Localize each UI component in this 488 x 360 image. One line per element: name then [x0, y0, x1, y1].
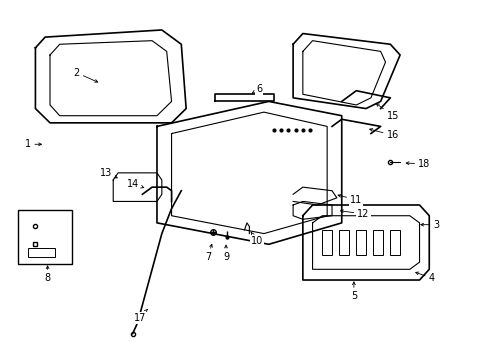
Text: 8: 8: [44, 266, 51, 283]
Text: 7: 7: [204, 244, 212, 262]
Text: 11: 11: [337, 194, 362, 204]
Text: 4: 4: [415, 272, 434, 283]
Text: 14: 14: [126, 179, 143, 189]
Text: 1: 1: [25, 139, 41, 149]
Bar: [339, 230, 348, 255]
Text: 10: 10: [250, 232, 262, 246]
Text: 3: 3: [420, 220, 439, 230]
Bar: [28, 248, 55, 257]
Bar: [322, 230, 331, 255]
Bar: [372, 230, 382, 255]
Text: 12: 12: [340, 209, 369, 219]
Text: 17: 17: [134, 309, 147, 323]
Text: 2: 2: [74, 68, 98, 82]
Text: 15: 15: [376, 104, 398, 121]
Text: 16: 16: [369, 129, 398, 140]
Bar: [356, 230, 366, 255]
Bar: [389, 230, 399, 255]
Text: 18: 18: [406, 159, 429, 169]
Text: 13: 13: [100, 168, 117, 178]
Text: 6: 6: [252, 84, 262, 94]
Text: 9: 9: [223, 245, 228, 262]
Text: 5: 5: [350, 282, 356, 301]
